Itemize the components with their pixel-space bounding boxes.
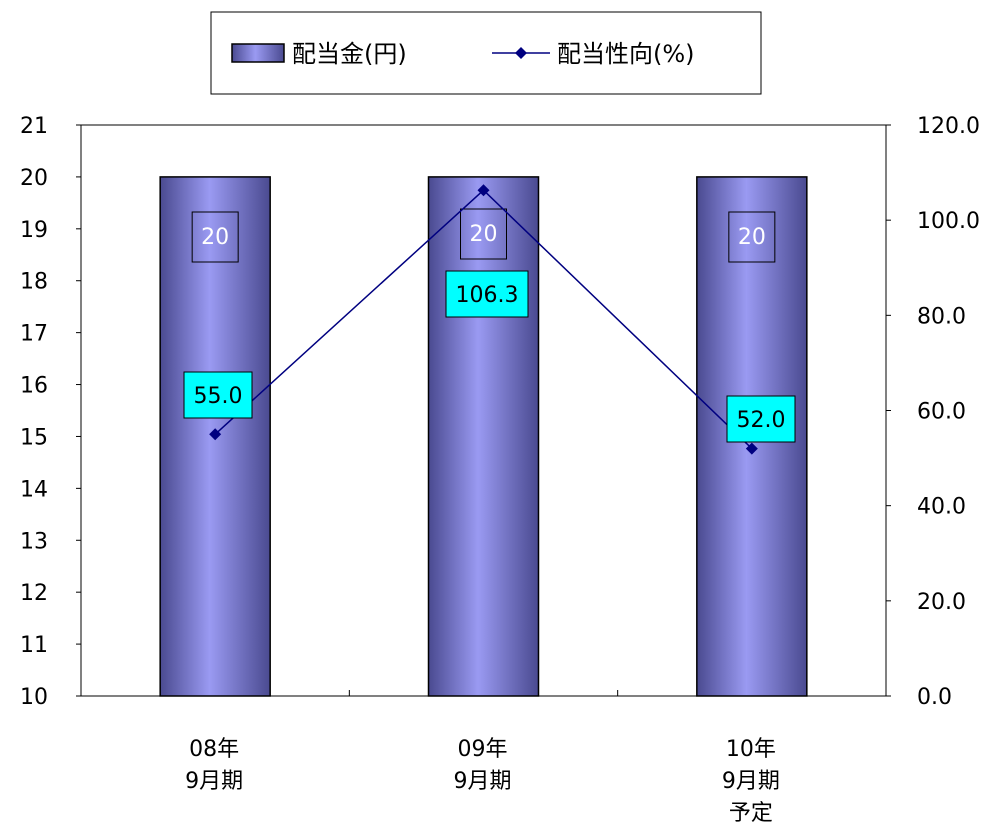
right-axis-tick-label: 100.0 [917, 209, 980, 234]
line-data-label: 52.0 [737, 408, 786, 433]
bar-data-label-box [728, 211, 776, 263]
legend-bar-swatch [231, 43, 285, 63]
left-axis-tick-label: 11 [20, 633, 48, 658]
left-axis-tick-label: 17 [20, 322, 48, 347]
legend-line-marker [515, 47, 527, 59]
right-axis-tick-label: 120.0 [917, 114, 980, 139]
bar-data-label-box [191, 211, 239, 263]
line-data-label-box [726, 395, 796, 443]
right-axis-tick-label: 40.0 [917, 495, 966, 520]
line-data-label-box [183, 371, 253, 419]
left-axis-tick-label: 15 [20, 425, 48, 450]
left-axis-tick-label: 18 [20, 270, 48, 295]
legend-box [210, 11, 762, 95]
x-axis-category-label: 09年 [458, 737, 508, 762]
right-axis-tick-label: 60.0 [917, 400, 966, 425]
right-axis-tick-label: 20.0 [917, 590, 966, 615]
left-axis-tick-label: 20 [20, 166, 48, 191]
line-point-marker [745, 442, 758, 455]
right-axis-tick-label: 80.0 [917, 304, 966, 329]
bar-data-label: 20 [201, 225, 229, 250]
left-axis-tick-label: 12 [20, 581, 48, 606]
x-axis-category-label: 9月期 [722, 769, 780, 794]
left-axis-tick-label: 16 [20, 374, 48, 399]
legend-label-line: 配当性向(%) [557, 40, 695, 68]
bar [427, 176, 540, 697]
line-data-label-box [445, 270, 529, 318]
line-data-label: 55.0 [194, 384, 243, 409]
left-axis-tick-label: 21 [20, 114, 48, 139]
line-point-marker [209, 428, 222, 441]
legend-label-bar: 配当金(円) [292, 40, 407, 68]
line-data-label: 106.3 [456, 283, 519, 308]
left-axis-tick-label: 19 [20, 218, 48, 243]
x-axis-category-label: 10年 [726, 737, 776, 762]
x-axis-category-label: 9月期 [454, 769, 512, 794]
x-axis-category-label: 予定 [729, 801, 773, 826]
bar-data-label: 20 [738, 225, 766, 250]
right-axis-tick-label: 0.0 [917, 685, 952, 710]
bar-data-label-box [460, 208, 507, 260]
left-axis-tick-label: 10 [20, 685, 48, 710]
left-axis-tick-label: 13 [20, 529, 48, 554]
x-axis-category-label: 08年 [189, 737, 239, 762]
x-axis-category-label: 9月期 [185, 769, 243, 794]
bar-data-label: 20 [470, 222, 498, 247]
left-axis-tick-label: 14 [20, 477, 48, 502]
line-point-marker [477, 184, 490, 197]
